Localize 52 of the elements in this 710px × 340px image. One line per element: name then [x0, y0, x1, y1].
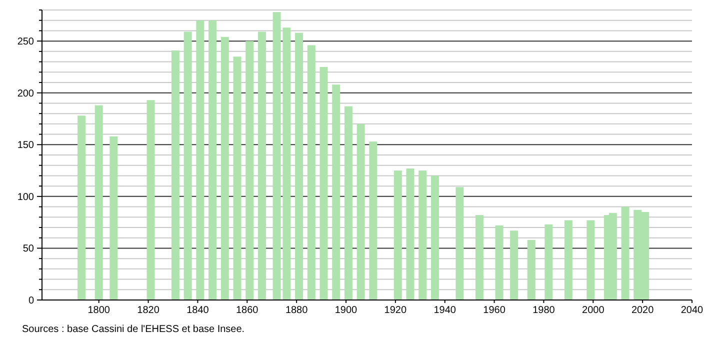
- bar: [418, 170, 427, 300]
- bar: [495, 225, 504, 300]
- bar: [586, 220, 595, 300]
- bar: [356, 124, 365, 300]
- x-tick-label: 1980: [532, 305, 556, 316]
- bar: [369, 142, 378, 300]
- x-tick-label: 1940: [434, 305, 456, 316]
- bar: [171, 50, 180, 300]
- bar: [394, 170, 402, 300]
- bar: [184, 32, 192, 300]
- bar: [208, 20, 217, 300]
- x-tick-label: 1880: [285, 305, 308, 316]
- bar: [220, 36, 229, 300]
- y-tick-label: 250: [17, 36, 34, 48]
- bar: [246, 41, 254, 300]
- bar: [475, 215, 484, 300]
- y-tick-label: 50: [22, 244, 34, 255]
- bar: [196, 20, 204, 300]
- y-tick-label: 0: [28, 296, 34, 306]
- x-tick-label: 1820: [137, 305, 160, 316]
- x-tick-label: 1840: [186, 305, 210, 316]
- x-tick-label: 1960: [483, 305, 506, 316]
- y-tick-label: 100: [17, 192, 34, 203]
- bar: [406, 168, 414, 300]
- x-tick-label: 2020: [631, 305, 654, 316]
- y-tick-label: 150: [17, 140, 34, 152]
- y-tick-label: 200: [17, 88, 34, 100]
- bar: [146, 100, 155, 300]
- bar: [94, 105, 103, 300]
- bar: [527, 240, 536, 300]
- x-tick-label: 1900: [334, 305, 358, 316]
- bar: [258, 32, 266, 300]
- bar: [110, 136, 118, 300]
- bar: [320, 66, 328, 300]
- bar: [621, 206, 630, 300]
- x-tick-label: 1800: [88, 305, 110, 316]
- bar: [510, 230, 518, 300]
- bar: [456, 187, 464, 300]
- source-note: Sources : base Cassini de l'EHESS et base Insee.: [22, 324, 245, 335]
- bar: [307, 45, 316, 300]
- bar: [233, 56, 242, 300]
- bar: [544, 224, 553, 300]
- bar: [430, 176, 439, 300]
- x-tick-label: 1920: [384, 305, 407, 316]
- x-tick-label: 2000: [582, 305, 605, 316]
- bar: [78, 116, 86, 300]
- bar: [564, 220, 572, 300]
- bar: [295, 32, 304, 300]
- bar: [344, 106, 352, 300]
- x-tick-label: 1860: [236, 305, 259, 316]
- bar: [332, 84, 340, 300]
- x-tick-label: 2040: [680, 305, 704, 316]
